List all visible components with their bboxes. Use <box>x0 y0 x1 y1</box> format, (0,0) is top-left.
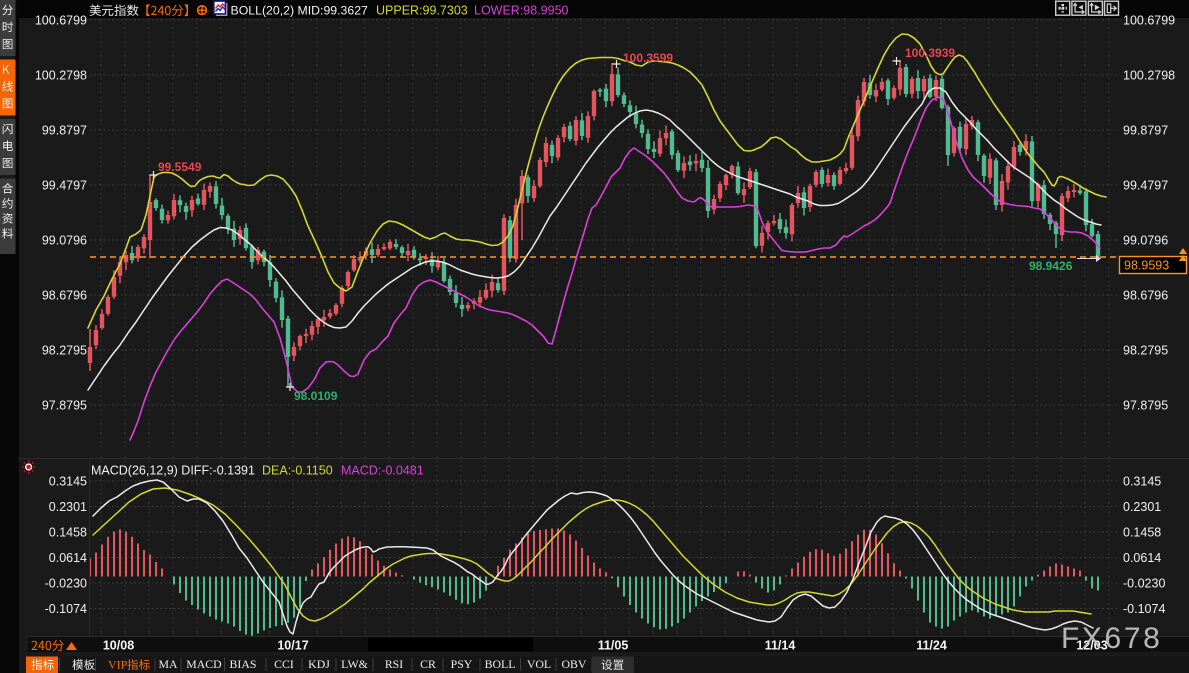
svg-text:100.3939: 100.3939 <box>905 46 955 60</box>
svg-text:RSI: RSI <box>385 657 403 671</box>
svg-text:CCI: CCI <box>274 657 294 671</box>
svg-text:0.0614: 0.0614 <box>49 551 87 565</box>
svg-text:-0.0230: -0.0230 <box>45 577 87 591</box>
svg-text:CR: CR <box>420 657 436 671</box>
svg-text:97.8795: 97.8795 <box>1123 399 1168 413</box>
svg-text:98.2795: 98.2795 <box>1123 344 1168 358</box>
svg-text:99.8797: 99.8797 <box>42 124 87 138</box>
svg-text:97.8795: 97.8795 <box>42 399 87 413</box>
svg-text:-0.1074: -0.1074 <box>45 602 87 616</box>
svg-text:MACD:-0.0481: MACD:-0.0481 <box>341 464 424 478</box>
svg-text:99.4797: 99.4797 <box>42 179 87 193</box>
svg-text:UPPER:99.7303: UPPER:99.7303 <box>376 4 468 18</box>
svg-text:100.2798: 100.2798 <box>35 69 87 83</box>
svg-text:10/08: 10/08 <box>103 639 134 653</box>
svg-text:0.2301: 0.2301 <box>1123 500 1161 514</box>
svg-text:98.0109: 98.0109 <box>294 389 338 403</box>
svg-text:BOLL: BOLL <box>485 657 516 671</box>
svg-text:99.8797: 99.8797 <box>1123 124 1168 138</box>
svg-text:10/17: 10/17 <box>277 639 308 653</box>
svg-text:0.1458: 0.1458 <box>49 526 87 540</box>
svg-text:100.6799: 100.6799 <box>35 14 87 28</box>
svg-text:99.4797: 99.4797 <box>1123 179 1168 193</box>
svg-text:0.3145: 0.3145 <box>1123 475 1161 489</box>
svg-text:VOL: VOL <box>527 657 551 671</box>
svg-text:0.3145: 0.3145 <box>49 475 87 489</box>
svg-text:FX678: FX678 <box>1061 622 1162 655</box>
svg-text:11/14: 11/14 <box>765 639 796 653</box>
svg-text:99.5549: 99.5549 <box>158 160 202 174</box>
svg-text:BIAS: BIAS <box>230 657 257 671</box>
svg-text:MA: MA <box>158 657 177 671</box>
svg-text:100.3599: 100.3599 <box>623 51 673 65</box>
svg-text:12/03: 12/03 <box>1076 639 1107 653</box>
svg-text:-0.1074: -0.1074 <box>1123 602 1165 616</box>
svg-text:98.2795: 98.2795 <box>42 344 87 358</box>
svg-text:OBV: OBV <box>562 657 587 671</box>
svg-text:98.9426: 98.9426 <box>1029 259 1073 273</box>
svg-text:11/05: 11/05 <box>598 639 629 653</box>
svg-text:0.2301: 0.2301 <box>49 500 87 514</box>
svg-text:MACD(26,12,9) DIFF:-0.1391: MACD(26,12,9) DIFF:-0.1391 <box>91 464 255 478</box>
svg-text:VIP: VIP <box>108 658 128 672</box>
svg-text:-0.0230: -0.0230 <box>1123 577 1165 591</box>
svg-text:KDJ: KDJ <box>308 657 330 671</box>
svg-text:MACD: MACD <box>186 657 222 671</box>
svg-text:0.0614: 0.0614 <box>1123 551 1161 565</box>
svg-text:11/24: 11/24 <box>916 639 947 653</box>
svg-text:100.2798: 100.2798 <box>1123 69 1175 83</box>
svg-text:DEA:-0.1150: DEA:-0.1150 <box>262 464 333 478</box>
svg-text:BOLL(20,2) MID:99.3627: BOLL(20,2) MID:99.3627 <box>231 4 369 18</box>
svg-text:98.9593: 98.9593 <box>1124 259 1169 273</box>
svg-text:98.6796: 98.6796 <box>1123 289 1168 303</box>
svg-text:LOWER:98.9950: LOWER:98.9950 <box>474 4 569 18</box>
svg-text:98.6796: 98.6796 <box>42 289 87 303</box>
svg-text:PSY: PSY <box>451 657 473 671</box>
svg-text:LW&: LW& <box>341 657 368 671</box>
svg-text:99.0796: 99.0796 <box>1123 234 1168 248</box>
svg-text:99.0796: 99.0796 <box>42 234 87 248</box>
svg-text:100.6799: 100.6799 <box>1123 14 1175 28</box>
svg-text:0.1458: 0.1458 <box>1123 526 1161 540</box>
